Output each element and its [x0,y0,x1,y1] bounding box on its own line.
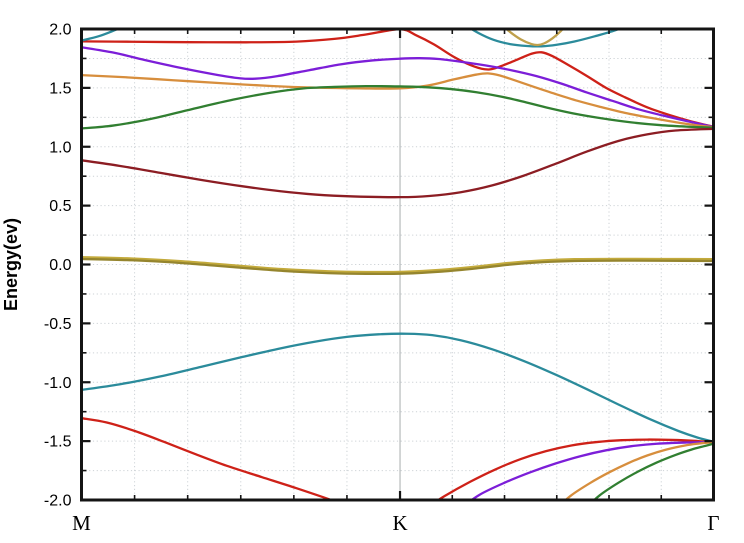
band-dark-yellow-dip-band [504,29,565,47]
gridlines [81,29,714,500]
band-red-valence-band-left [81,417,335,500]
band-green-valence-band [592,442,714,500]
band-green-band [81,84,714,130]
y-tick-label: 0.0 [49,257,71,274]
y-tick-label: -0.5 [44,316,72,333]
y-tick-label: -1.0 [44,375,72,392]
band-violet-valence-band [469,440,714,500]
x-tick-label-K: K [392,511,407,535]
band-red-top-band [81,29,714,128]
band-red-valence-band-right [436,438,714,500]
band-orange-band [81,72,714,129]
x-tick-label-M: M [72,511,91,535]
band-curves [81,29,714,500]
y-tick-label: -1.5 [44,434,72,451]
y-tick-label: 0.5 [49,198,71,215]
y-tick-labels: 2.0 1.5 1.0 0.5 0.0 -0.5 -1.0 -1.5 -2.0 [44,22,72,510]
x-tick-label-Γ: Γ [707,511,719,535]
band-dark-red-band [81,127,714,199]
y-tick-label: 1.0 [49,139,71,156]
band-teal-valence-band [81,332,714,443]
band-dark-yellow-flat-band [81,256,714,274]
y-axis-title: Energy(ev) [1,218,21,311]
y-tick-label: 1.5 [49,80,71,97]
band-violet-band [81,46,714,129]
y-tick-label: -2.0 [44,493,72,510]
y-tick-label: 2.0 [49,22,71,39]
band-teal-top-band-near-M [81,29,121,42]
band-orange-valence-band [563,440,714,500]
plot-frame [80,27,715,502]
band-teal-top-band-K-Gamma [469,29,622,48]
band-olive-flat-band [81,257,714,276]
